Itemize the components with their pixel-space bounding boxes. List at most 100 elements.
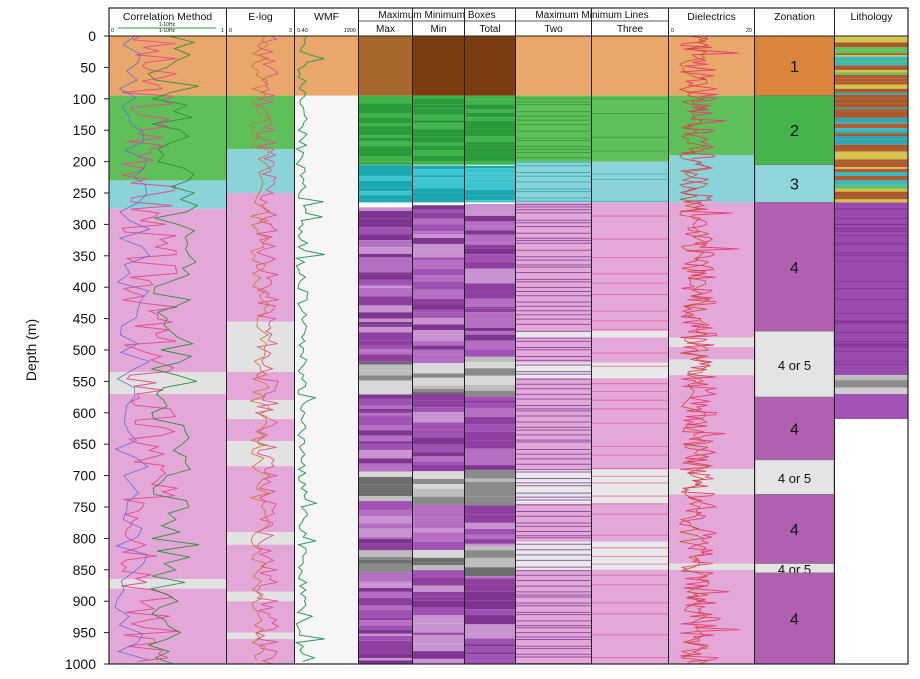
facies-band [413,400,464,408]
facies-band [465,638,515,645]
facies-band [413,520,464,528]
facies-band [465,652,515,655]
facies-band [295,95,358,664]
facies-band [465,384,515,391]
facies-band [359,489,412,497]
facies-band [359,398,412,406]
lithology-band [835,60,908,62]
facies-band [413,407,464,413]
facies-band [359,324,412,327]
facies-band [465,95,515,100]
facies-band [359,364,412,371]
facies-band [359,175,412,181]
facies-band [465,334,515,341]
facies-band [227,441,294,467]
facies-band [465,481,515,492]
lithology-band [835,175,908,181]
facies-band [465,600,515,610]
facies-band [413,496,464,505]
facies-band [413,456,464,462]
facies-band [413,623,464,633]
legend-label: 1-10Hz [159,22,176,28]
facies-band [465,242,515,246]
facies-band [465,168,515,174]
facies-band [413,312,464,315]
y-tick-label: 250 [73,185,97,201]
facies-band [359,411,412,414]
facies-band [359,617,412,621]
facies-band [413,541,464,551]
facies-band [413,114,464,121]
facies-band [465,633,515,639]
facies-band [465,528,515,535]
y-tick-label: 800 [73,530,97,546]
facies-band [465,331,515,335]
facies-band [359,162,412,165]
lithology-band [835,107,908,110]
facies-band [413,419,464,423]
facies-band [359,430,412,436]
facies-band [359,151,412,157]
zone-box [754,202,835,332]
facies-band [413,179,464,184]
facies-band [465,312,515,320]
facies-band [465,522,515,529]
lithology-band [835,72,908,75]
facies-band [359,146,412,152]
facies-band [465,514,515,523]
facies-band [465,440,515,449]
lithology-band [835,184,908,186]
facies-band [359,285,412,288]
facies-band [359,450,412,459]
facies-band [465,550,515,558]
facies-band [413,243,464,250]
lithology-band [835,103,908,108]
facies-band [227,532,294,545]
correlation-curve-blue [114,35,151,661]
facies-band [413,95,464,99]
lithology-band [835,180,908,185]
facies-band [413,373,464,378]
scale-label: 20 [746,28,752,34]
lithology-band [835,88,908,93]
facies-band [359,609,412,618]
facies-band [465,584,515,592]
facies-band [465,261,515,269]
facies-band [359,354,412,362]
facies-band [413,317,464,325]
lithology-band [835,393,908,420]
facies-band [413,123,464,127]
y-tick-label: 900 [73,593,97,609]
lithology-band [835,98,908,104]
facies-band [413,183,464,189]
facies-band [359,584,412,589]
scale-label: 0 [111,28,114,34]
lithology-band [835,148,908,152]
facies-band [413,391,464,394]
facies-band [109,371,226,394]
facies-band [413,562,464,566]
facies-band [413,471,464,477]
facies-band [465,557,515,568]
facies-band [465,176,515,179]
facies-band [465,200,515,203]
facies-band [359,103,412,106]
facies-band [359,629,412,634]
facies-band [465,465,515,470]
facies-band [413,615,464,624]
facies-band [413,231,464,235]
facies-band [465,147,515,154]
facies-band [465,104,515,110]
facies-band [413,527,464,533]
lithology-band [835,387,908,394]
facies-band [465,567,515,577]
facies-band [465,396,515,401]
facies-band [227,632,294,639]
facies-band [465,291,515,299]
y-tick-label: 500 [73,342,97,358]
facies-band [413,412,464,417]
facies-band [359,326,412,333]
facies-band [359,523,412,529]
facies-band [413,192,464,197]
facies-band [465,195,515,201]
